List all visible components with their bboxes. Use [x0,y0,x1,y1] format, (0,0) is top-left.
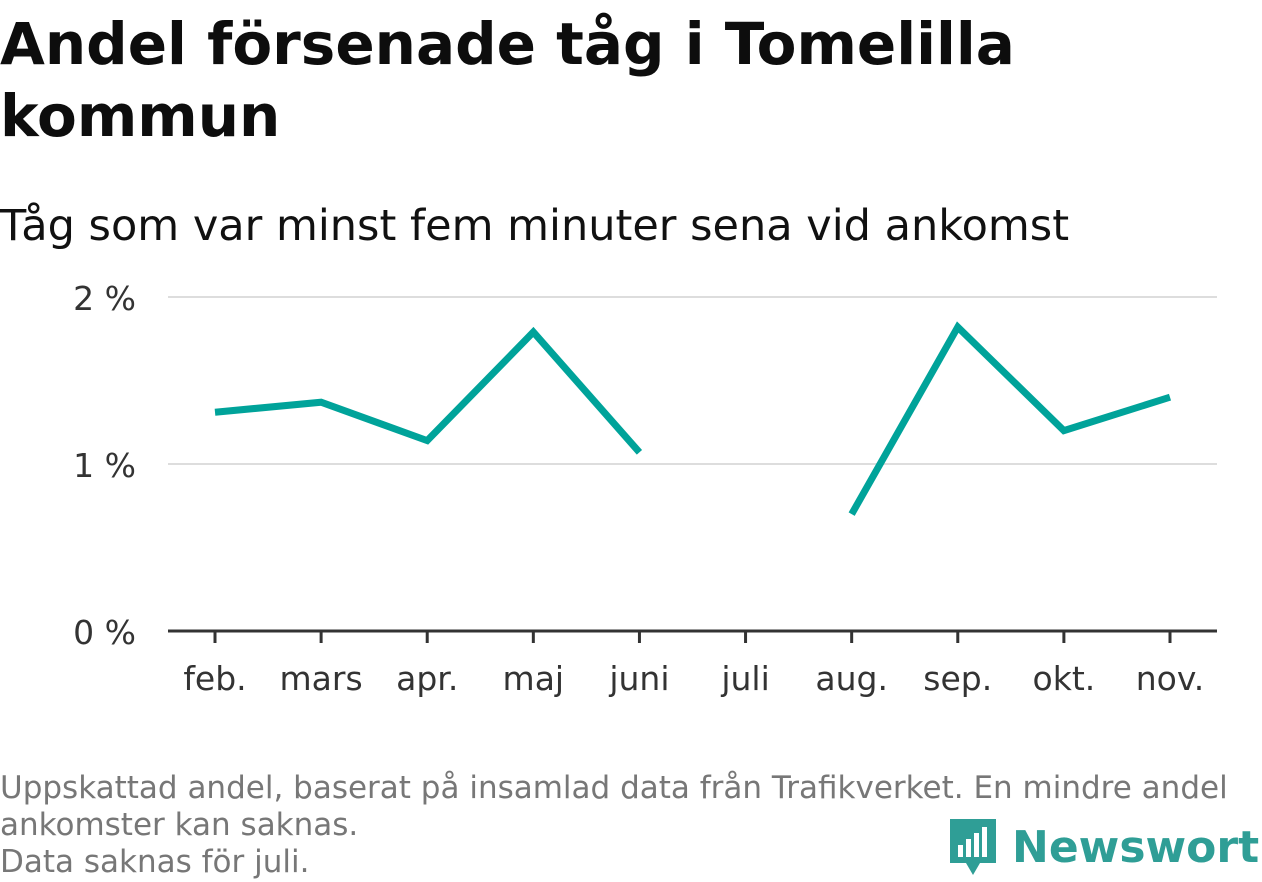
y-tick-labels: 0 % 1 % 2 % [73,279,136,652]
series-line-segment [848,321,1172,516]
footer: Uppskattad andel, baserat på insamlad da… [0,770,1250,881]
x-tick-label: mars [280,659,363,698]
x-tick-label: apr. [396,659,458,698]
x-tick-label: maj [503,659,565,698]
newsworthy-logo-icon [950,819,996,875]
x-tick-label: nov. [1136,659,1205,698]
footer-missing-note: Data saknas för juli. [0,844,310,880]
x-axis [168,629,1217,643]
y-tick-label: 2 % [73,279,136,318]
x-tick-label: feb. [183,659,246,698]
x-tick-label: aug. [815,659,888,698]
x-tick-labels: feb. mars apr. maj juni juli aug. sep. okt. nov. [183,659,1204,698]
series-line-segment [214,326,643,455]
chart-subtitle: Tåg som var minst fem minuter sena vid a… [0,201,1070,251]
series-lines [214,321,1172,516]
y-tick-label: 0 % [73,613,136,652]
x-tick-label: juni [608,659,669,698]
brand-logo: Newsworthy [948,812,1262,882]
brand-name: Newsworthy [1012,821,1262,873]
grid-lines [168,296,1217,465]
chart-title: Andel försenade tåg i Tomelilla kommun [0,10,1015,150]
x-tick-label: okt. [1033,659,1096,698]
y-tick-label: 1 % [73,446,136,485]
x-tick-label: juli [720,659,769,698]
x-tick-label: sep. [923,659,992,698]
footer-note: Uppskattad andel, baserat på insamlad da… [0,770,1228,843]
